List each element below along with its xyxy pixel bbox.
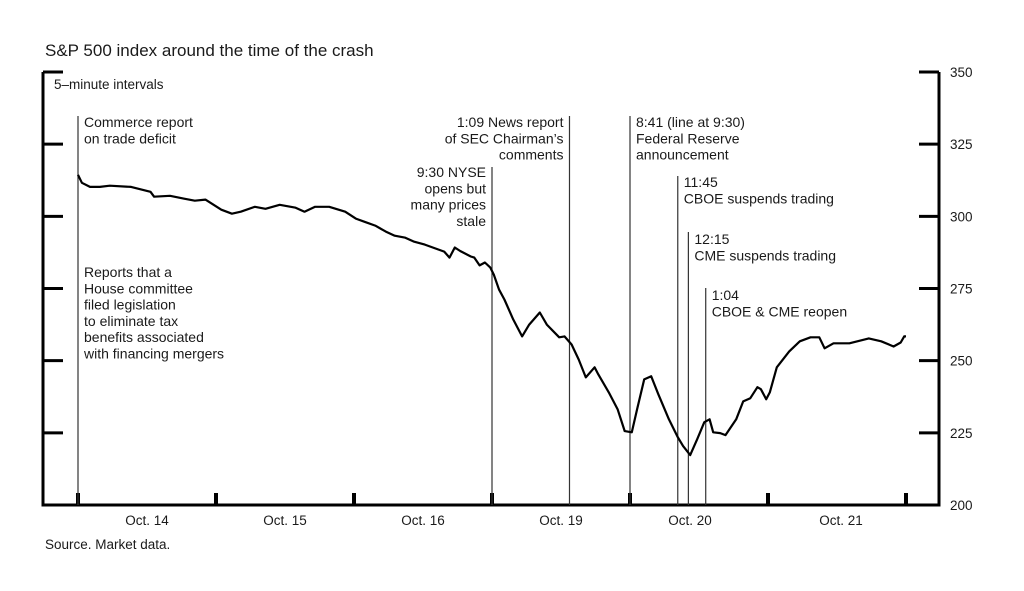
annotation-text: opens but — [425, 180, 487, 196]
annotation-text: 12:15 — [694, 231, 729, 247]
annotation-text: 11:45 — [684, 174, 718, 190]
annotation-text: of SEC Chairman’s — [445, 130, 564, 146]
annotation-text: comments — [499, 147, 564, 163]
annotation-text: filed legislation — [84, 297, 176, 313]
x-tick-label: Oct. 21 — [819, 513, 863, 528]
annotation-text: 1:04 — [712, 287, 739, 303]
sp500-line — [77, 174, 906, 457]
y-tick-label: 275 — [950, 282, 973, 297]
annotation-text: benefits associated — [84, 329, 204, 345]
annotation-text: CBOE suspends trading — [684, 190, 834, 206]
y-tick-label: 325 — [950, 137, 973, 152]
annotation-text: CBOE & CME reopen — [712, 303, 847, 319]
annotation-text: CME suspends trading — [694, 247, 836, 263]
x-tick-label: Oct. 15 — [263, 513, 307, 528]
annotation-text: announcement — [636, 147, 729, 163]
annotation-text: 1:09 News report — [457, 114, 564, 130]
annotation-text: 9:30 NYSE — [417, 164, 486, 180]
x-tick-label: Oct. 19 — [539, 513, 583, 528]
x-tick-label: Oct. 20 — [668, 513, 712, 528]
annotation-text: House committee — [84, 280, 193, 296]
chart-subtitle: 5–minute intervals — [54, 77, 164, 92]
chart-title: S&P 500 index around the time of the cra… — [45, 41, 374, 60]
y-tick-label: 300 — [950, 209, 973, 224]
x-tick-label: Oct. 14 — [125, 513, 169, 528]
annotation-text: on trade deficit — [84, 130, 176, 146]
annotation-text: Federal Reserve — [636, 130, 740, 146]
annotation-text: 8:41 (line at 9:30) — [636, 114, 745, 130]
axes: 200 225 250 275 300 325 350 Oct. 14 Oct. 15 Oct. … — [41, 65, 973, 528]
x-tick-label: Oct. 16 — [401, 513, 445, 528]
annotation-text: many prices — [411, 197, 486, 213]
y-tick-label: 350 — [950, 65, 973, 80]
source-note: Source. Market data. — [45, 537, 170, 552]
annotation-text: Reports that a — [84, 264, 172, 280]
y-tick-label: 225 — [950, 426, 973, 441]
y-tick-label: 250 — [950, 354, 973, 369]
annotation-text: to eliminate tax — [84, 313, 178, 329]
annotation-text: with financing mergers — [83, 346, 224, 362]
annotation-text: Commerce report — [84, 114, 193, 130]
y-tick-label: 200 — [950, 498, 973, 513]
series — [77, 174, 906, 457]
annotation-text: stale — [456, 213, 486, 229]
